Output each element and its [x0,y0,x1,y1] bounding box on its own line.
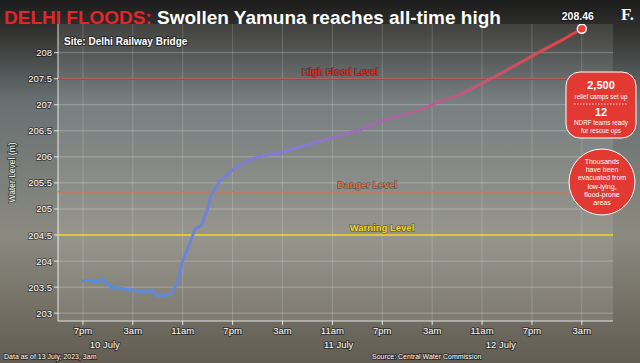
y-tick-label: 207.5 [28,73,52,84]
reference-label: Danger Level [337,179,397,190]
y-grid-line [58,52,613,53]
x-group-label: 10 July [90,339,120,350]
callout-text: 12 [595,106,607,118]
y-grid-line [58,78,613,79]
y-grid-line [58,313,613,314]
y-grid-line [58,235,613,236]
x-tick-label: 3am [423,325,442,336]
x-grid-line [232,24,233,321]
y-tick [54,52,58,53]
y-grid-line [58,104,613,105]
callout-text: flood-prone [584,191,620,199]
y-tick-label: 204.5 [28,230,52,241]
reference-line [58,234,613,236]
callout-text: have been [586,166,619,173]
x-group-label: 12 July [486,339,516,350]
callout-circle [569,149,635,215]
x-grid-line [182,24,183,321]
callout-box [566,72,636,138]
y-grid-line [58,287,613,288]
end-label: 208.46 [562,10,594,22]
x-tick-label: 7pm [523,325,542,336]
reference-line [58,78,613,80]
y-tick [54,78,58,79]
x-tick-label: 11am [471,325,494,336]
callout-text: evacuated from [578,174,626,181]
x-axis-line [58,321,613,322]
x-grid-line [82,24,83,321]
y-tick-label: 204 [36,256,52,267]
x-tick-label: 11am [171,325,194,336]
x-grid-line [282,24,283,321]
y-tick [54,261,58,262]
x-tick-label: 3am [573,325,592,336]
y-grid-line [58,130,613,131]
y-tick-label: 208 [36,47,52,58]
callout-text: relief camps set up [575,93,628,101]
y-tick [54,156,58,157]
y-grid-line [58,208,613,209]
y-grid-line [58,156,613,157]
y-tick-label: 203 [36,308,52,319]
callout-text: areas [593,199,611,206]
y-grid-line [58,182,613,183]
y-tick [54,287,58,288]
y-tick [54,313,58,314]
grid [54,24,613,325]
background [0,0,640,363]
logo: F. [621,5,634,24]
callout-text: NDRF teams ready [574,119,629,127]
x-grid-line [132,24,133,321]
y-tick [54,235,58,236]
y-tick [54,208,58,209]
y-axis-label: Water Level (m) [7,142,17,202]
x-grid-line [531,24,532,321]
chart: 203 203.5 204 204.5 205 205.5 206 206.5 207 207.5… [0,0,640,363]
y-tick-label: 207 [36,99,52,110]
x-tick-label: 3am [124,325,143,336]
x-tick-label: 3am [273,325,292,336]
callout-text: low-lying, [587,183,616,191]
x-grid-line [382,24,383,321]
y-tick-label: 205.5 [28,177,52,188]
x-tick-label: 7pm [74,325,93,336]
plot-area [58,24,613,321]
y-tick-label: 203.5 [28,282,52,293]
title-highlight: DELHI FLOODS: [4,7,152,28]
y-tick [54,130,58,131]
y-tick [54,104,58,105]
y-grid-line [58,261,613,262]
y-tick-label: 206 [36,151,52,162]
x-grid-line [432,24,433,321]
end-point [577,24,586,33]
x-tick-label: 7pm [223,325,242,336]
callout-divider [574,104,628,105]
footnote: Data as of 13 July, 2023, 3am [4,353,97,361]
y-tick-label: 206.5 [28,125,52,136]
title: DELHI FLOODS: Swollen Yamuna reaches all… [4,7,501,28]
x-tick-label: 11am [321,325,344,336]
callout-text: for rescue ops [581,127,621,135]
x-grid-line [482,24,483,321]
subtitle: Site: Delhi Railway Bridge [64,36,188,47]
reference-line [58,191,613,193]
callout-text: Thousands [585,158,620,165]
reference-label: High Flood Level [302,66,379,77]
source: Source: Central Water Commission [372,353,482,360]
reference-label: Warning Level [350,222,415,233]
water-level-line [83,29,582,297]
y-tick [54,182,58,183]
callout-text: 2,500 [587,79,615,91]
y-axis-line [58,24,59,321]
title-text: Swollen Yamuna reaches all-time high [152,7,501,28]
data-group [83,24,586,296]
x-tick-label: 7pm [373,325,392,336]
x-group-label: 11 July [324,339,354,350]
y-tick-label: 205 [36,203,52,214]
